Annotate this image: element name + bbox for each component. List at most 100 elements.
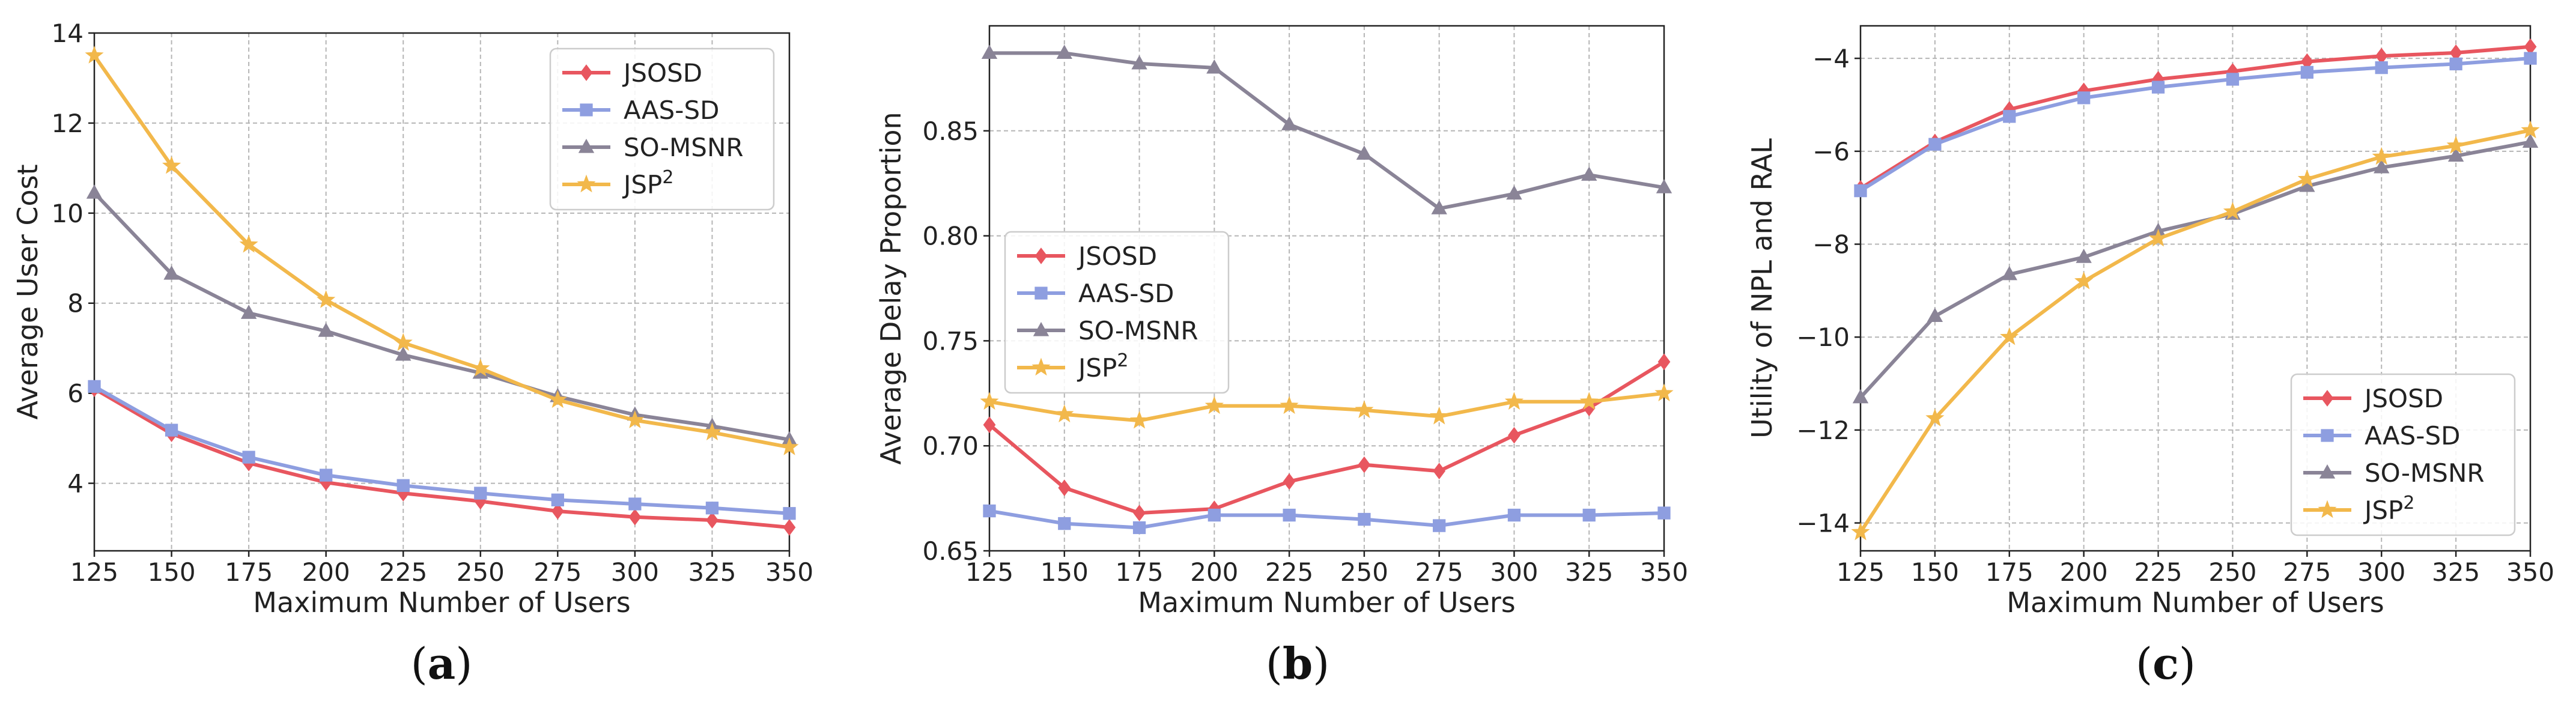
data-point-jsp2 <box>548 390 567 408</box>
y-tick-label: −4 <box>1812 44 1850 73</box>
data-point-aas-sd <box>783 507 796 520</box>
data-point-aas-sd <box>2003 110 2016 123</box>
data-point-so-msnr <box>240 305 257 319</box>
y-axis-label: Average User Cost <box>11 164 44 419</box>
y-tick-label: −12 <box>1796 416 1850 445</box>
legend-marker <box>580 64 593 81</box>
data-point-aas-sd <box>88 380 101 393</box>
legend-marker <box>2319 464 2336 479</box>
data-point-so-msnr <box>163 265 180 280</box>
data-point-jsosd <box>783 519 796 536</box>
panel-caption: (a) <box>411 638 473 689</box>
legend-marker <box>1031 357 1051 376</box>
data-point-jsp2 <box>2074 271 2094 290</box>
data-point-so-msnr <box>318 323 334 337</box>
y-tick-label: 12 <box>52 109 84 138</box>
data-point-aas-sd <box>1657 506 1671 520</box>
y-tick-label: 14 <box>52 19 84 48</box>
data-point-jsp2 <box>702 422 722 441</box>
data-point-jsp2 <box>2521 120 2540 139</box>
legend-label-jsosd: JSOSD <box>1077 241 1157 271</box>
data-point-jsp2 <box>1654 383 1674 402</box>
x-tick-label: 225 <box>2134 557 2182 587</box>
data-point-jsp2 <box>2148 228 2168 247</box>
x-tick-label: 300 <box>1490 557 1538 587</box>
legend-superscript: 2 <box>662 167 673 188</box>
data-point-aas-sd <box>1433 519 1446 532</box>
data-point-jsp2 <box>1204 396 1224 414</box>
legend-label-so-msnr: SO-MSNR <box>2365 458 2485 488</box>
data-point-aas-sd <box>551 493 564 506</box>
data-point-jsp2 <box>1925 408 1945 426</box>
x-tick-label: 275 <box>533 557 582 587</box>
x-tick-label: 200 <box>1190 557 1238 587</box>
y-tick-label: −8 <box>1812 230 1850 259</box>
data-point-aas-sd <box>2077 91 2091 105</box>
legend-label-aas-sd: AAS-SD <box>624 96 719 125</box>
data-point-aas-sd <box>2375 61 2388 74</box>
data-point-so-msnr <box>2447 147 2464 162</box>
data-point-so-msnr <box>1927 308 1943 323</box>
data-point-jsosd <box>1058 479 1071 496</box>
data-point-jsp2 <box>317 290 336 308</box>
series-line-jsp2 <box>93 54 790 449</box>
x-tick-label: 175 <box>1115 557 1163 587</box>
legend-label-so-msnr: SO-MSNR <box>1078 316 1198 345</box>
y-tick-label: −14 <box>1796 509 1850 538</box>
data-point-jsosd <box>628 508 642 526</box>
data-point-jsp2 <box>1504 392 1524 410</box>
data-point-so-msnr <box>2374 159 2390 174</box>
x-tick-label: 175 <box>225 557 273 587</box>
data-point-jsp2 <box>239 234 258 253</box>
legend-label-so-msnr: SO-MSNR <box>624 133 744 162</box>
data-point-jsosd <box>983 416 996 434</box>
y-tick-label: −10 <box>1796 323 1850 352</box>
data-point-jsosd <box>1508 426 1520 444</box>
data-point-so-msnr <box>1431 200 1447 214</box>
series-line-aas-sd <box>1859 56 2531 193</box>
data-point-jsp2 <box>393 333 413 351</box>
legend-box <box>1004 231 1230 394</box>
data-point-aas-sd <box>396 479 410 492</box>
x-tick-label: 175 <box>1985 557 2034 587</box>
data-point-jsp2 <box>1355 400 1374 419</box>
data-point-jsp2 <box>1129 410 1149 429</box>
legend-marker <box>580 103 593 117</box>
y-tick-label: 0.80 <box>922 222 979 251</box>
legend-marker <box>1034 287 1048 300</box>
series-line-so-msnr <box>1859 140 2531 399</box>
data-point-aas-sd <box>1928 138 1942 151</box>
data-point-so-msnr <box>1056 44 1072 59</box>
data-point-jsp2 <box>1055 404 1074 423</box>
data-point-jsosd <box>551 503 564 520</box>
data-point-jsp2 <box>2000 327 2019 345</box>
data-point-aas-sd <box>1358 512 1371 526</box>
data-point-so-msnr <box>1852 389 1869 404</box>
x-tick-label: 325 <box>1565 557 1613 587</box>
data-point-jsp2 <box>85 46 104 64</box>
data-point-so-msnr <box>1506 185 1522 200</box>
y-tick-label: −6 <box>1812 137 1850 166</box>
data-point-jsosd <box>1283 473 1296 490</box>
x-tick-label: 325 <box>688 557 736 587</box>
data-point-jsp2 <box>2223 201 2243 220</box>
data-point-aas-sd <box>165 423 178 437</box>
panel-caption: (b) <box>1266 638 1330 689</box>
data-point-aas-sd <box>1854 184 1867 198</box>
data-point-aas-sd <box>1283 508 1296 522</box>
legend-box <box>2290 373 2516 536</box>
data-point-jsosd <box>1133 505 1146 521</box>
y-axis-label: Utility of NPL and RAL <box>1746 138 1778 438</box>
data-point-aas-sd <box>2226 73 2240 86</box>
series-line-so-msnr <box>93 192 790 441</box>
panel-caption: (c) <box>2136 638 2196 689</box>
y-tick-label: 0.85 <box>922 117 979 146</box>
data-point-so-msnr <box>86 184 103 199</box>
x-tick-label: 250 <box>2208 557 2256 587</box>
data-point-aas-sd <box>628 497 642 511</box>
data-point-aas-sd <box>1507 508 1521 522</box>
legend-marker <box>577 174 596 193</box>
data-point-so-msnr <box>1581 166 1597 181</box>
